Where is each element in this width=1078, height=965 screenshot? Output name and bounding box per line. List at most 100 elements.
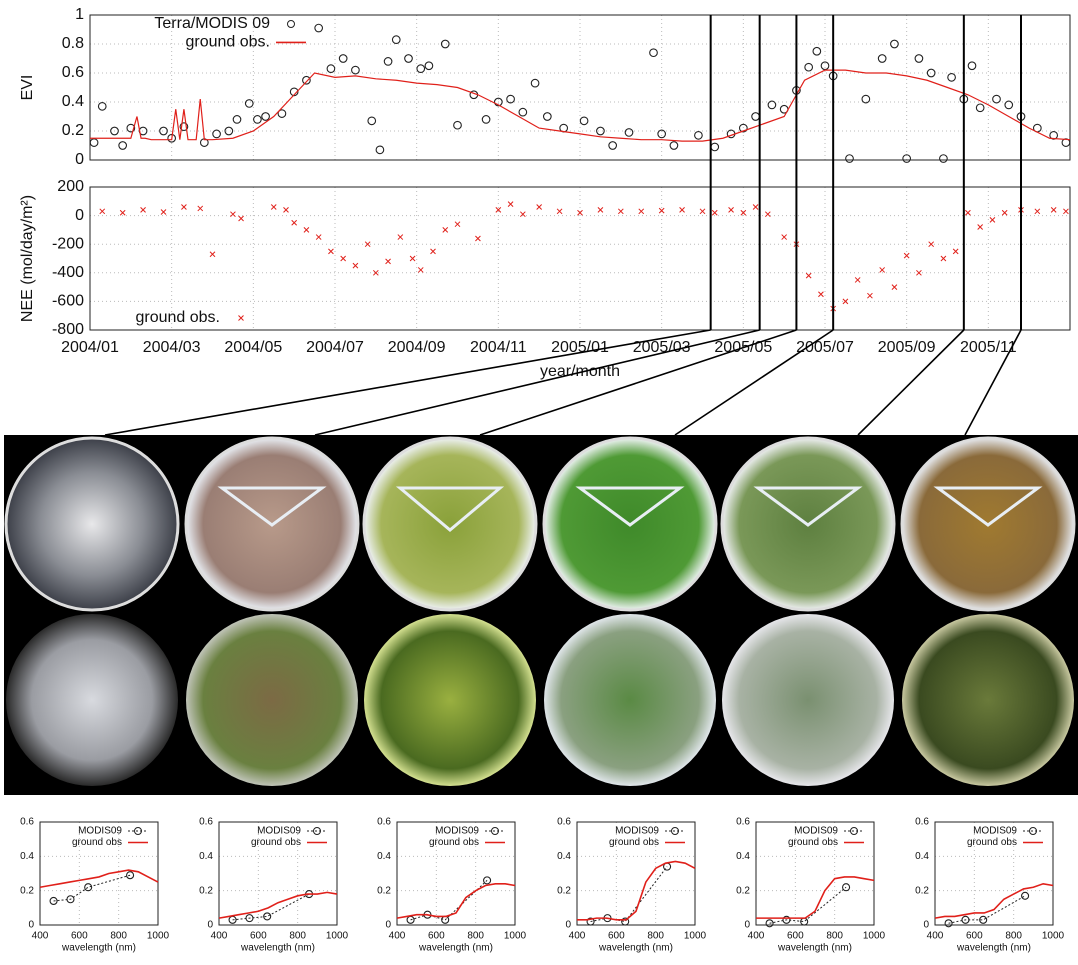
data-point	[867, 292, 873, 299]
x-axis-label: wavelength (nm)	[61, 943, 136, 954]
floor-photo	[722, 614, 894, 786]
floor-photo	[902, 614, 1074, 786]
data-point	[397, 234, 404, 240]
y-tick-label: 0.6	[62, 64, 84, 81]
canopy-photo	[362, 436, 538, 612]
legend-label: ground obs	[72, 837, 122, 848]
data-point	[519, 211, 526, 218]
x-tick-label: 600	[608, 931, 625, 942]
data-point	[283, 207, 289, 213]
legend-label: MODIS09	[794, 826, 838, 837]
legend-label: ground obs	[251, 837, 301, 848]
data-point	[947, 72, 956, 82]
data-point	[586, 917, 595, 926]
data-point	[556, 208, 563, 215]
data-point	[979, 915, 988, 924]
x-tick-label: 2004/11	[470, 339, 527, 356]
series-line	[232, 893, 310, 921]
data-point	[493, 97, 503, 107]
chart: 400 600 800 1000 0 0.2 0.4 0.6 wavelength (nm) MO…	[20, 817, 169, 954]
legend-swatch	[238, 315, 244, 321]
x-axis-label: wavelength (nm)	[956, 943, 1031, 954]
data-point	[711, 209, 718, 216]
data-point	[804, 62, 814, 72]
connector	[857, 329, 965, 436]
series-line	[396, 883, 516, 919]
data-point	[649, 48, 658, 58]
x-axis-label: wavelength (nm)	[777, 943, 852, 954]
data-point	[454, 221, 461, 228]
data-point	[212, 129, 221, 139]
data-point	[328, 248, 334, 255]
data-point	[965, 209, 971, 216]
data-point	[940, 255, 947, 262]
chart: 400 600 800 1000 0 0.2 0.4 0.6 wavelength (nm) MO…	[736, 817, 885, 954]
data-point	[385, 258, 391, 265]
chart: 400 600 800 1000 0 0.2 0.4 0.6 wavelength (nm) MO…	[915, 817, 1064, 954]
legend-label: MODIS09	[78, 826, 122, 837]
tower	[753, 486, 863, 527]
data-point	[375, 145, 385, 155]
floor-photos	[6, 614, 1074, 786]
data-point	[66, 895, 75, 904]
data-point	[782, 915, 791, 924]
data-point	[596, 126, 605, 136]
data-point	[140, 207, 146, 213]
data-point	[160, 209, 167, 215]
data-point	[902, 154, 912, 163]
data-point	[167, 133, 177, 143]
data-point	[326, 64, 336, 73]
y-tick-label: 0.4	[557, 851, 571, 862]
y-tick-label: 0	[565, 920, 571, 931]
y-tick-label: 0.6	[377, 817, 391, 828]
y-tick-label: 0.6	[199, 817, 213, 828]
y-tick-label: 0.2	[20, 885, 34, 896]
data-point	[404, 54, 413, 63]
x-axis-label: wavelength (nm)	[418, 943, 493, 954]
data-point	[861, 94, 871, 104]
data-point	[952, 248, 959, 255]
data-point	[638, 208, 645, 215]
y-tick-label: -600	[52, 293, 84, 310]
data-point	[416, 64, 426, 73]
data-point	[751, 112, 760, 121]
plot-frame	[218, 821, 338, 926]
x-tick-label: 1000	[504, 931, 527, 942]
data-point	[928, 241, 935, 248]
y-tick-label: 0	[207, 920, 213, 931]
data-point	[1050, 207, 1057, 213]
legend-label: ground obs	[788, 837, 838, 848]
data-point	[338, 54, 348, 63]
data-point	[903, 252, 910, 259]
canopy-photo	[4, 436, 180, 612]
connector	[314, 329, 760, 436]
y-tick-label: 0.4	[915, 851, 929, 862]
legend-label: MODIS09	[257, 826, 301, 837]
data-point	[728, 207, 734, 213]
x-tick-label: 600	[966, 931, 983, 942]
x-axis-label: wavelength (nm)	[598, 943, 673, 954]
x-tick-label: 1000	[147, 931, 170, 942]
legend-label: MODIS09	[615, 826, 659, 837]
data-point	[126, 871, 135, 880]
series-line	[218, 891, 338, 919]
data-point	[621, 917, 630, 926]
chart: 400 600 800 1000 0 0.2 0.4 0.6 wavelength (nm) MO…	[199, 817, 348, 954]
data-point	[967, 61, 977, 71]
legend-swatch	[850, 827, 858, 835]
data-point	[669, 141, 679, 150]
series-line	[90, 69, 1071, 142]
tower	[575, 486, 685, 527]
y-tick-label: 0.2	[377, 885, 391, 896]
connector	[674, 329, 834, 436]
data-point	[989, 217, 996, 223]
y-tick-label: 0	[385, 920, 391, 931]
data-point	[303, 227, 310, 233]
x-tick-label: 600	[250, 931, 267, 942]
y-tick-label: 0.8	[62, 35, 84, 52]
data-point	[767, 100, 777, 110]
x-tick-label: 2005/01	[551, 339, 609, 356]
data-point	[845, 154, 854, 163]
x-tick-label: 800	[289, 931, 306, 942]
data-point	[84, 883, 93, 892]
